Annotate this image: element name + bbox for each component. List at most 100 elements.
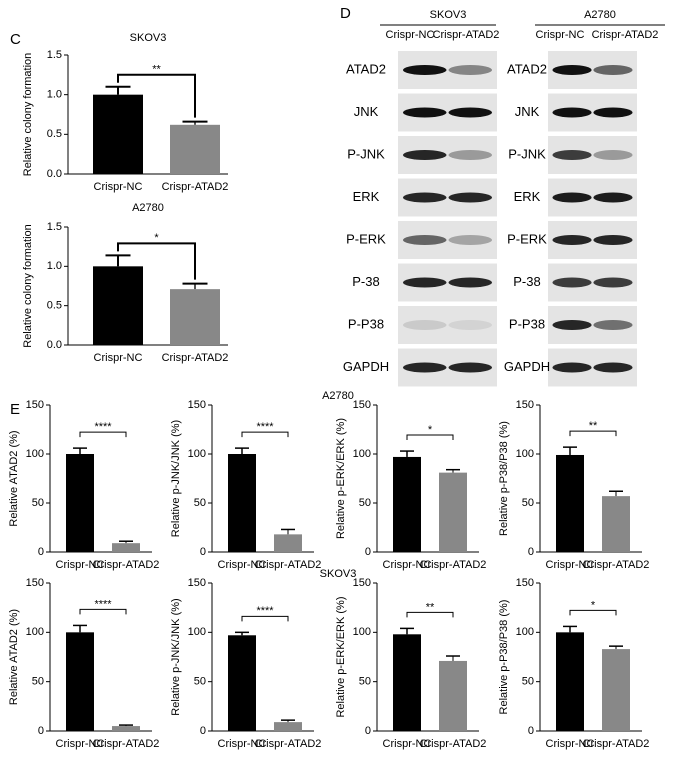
row-header: A2780 — [322, 390, 354, 402]
x-tick-label: Crispr-ATAD2 — [93, 738, 160, 750]
bar — [393, 634, 421, 731]
y-tick-label: 100 — [516, 448, 534, 460]
significance-label: * — [154, 232, 159, 244]
lane-label: Crispr-NC — [536, 29, 585, 41]
bar — [170, 124, 220, 174]
y-tick-label: 150 — [516, 399, 534, 411]
blot-row-label: P-JNK — [508, 146, 546, 161]
x-tick-label: Crispr-NC — [546, 738, 595, 750]
bar — [66, 632, 94, 731]
bar — [93, 266, 143, 345]
significance-label: **** — [94, 598, 112, 610]
significance-bracket — [241, 615, 289, 622]
y-axis-label: Relative p-JNK/JNK (%) — [170, 598, 182, 715]
bar — [393, 456, 421, 552]
y-tick-label: 150 — [516, 577, 534, 589]
significance-bracket — [241, 431, 289, 438]
panel-label: C — [10, 31, 21, 48]
x-tick-label: Crispr-NC — [383, 738, 432, 750]
significance-label: **** — [256, 605, 274, 617]
significance-bracket — [79, 608, 127, 615]
blot-row-label: P-38 — [352, 274, 379, 289]
significance-bracket — [406, 434, 454, 441]
blot-row-label: P-ERK — [507, 231, 547, 246]
significance-bracket — [406, 611, 454, 618]
bar — [170, 289, 220, 345]
x-tick-label: Crispr-ATAD2 — [255, 738, 322, 750]
blot-band — [593, 107, 633, 118]
y-tick-label: 100 — [26, 448, 44, 460]
significance-label: * — [428, 424, 433, 436]
y-axis-label: Relative p-JNK/JNK (%) — [170, 420, 182, 537]
y-tick-label: 0 — [200, 546, 206, 558]
y-axis-label: Relative p-P38/P38 (%) — [498, 600, 510, 715]
y-tick-label: 0.0 — [47, 168, 62, 180]
blot-band — [448, 362, 493, 373]
x-tick-label: Crispr-ATAD2 — [583, 738, 650, 750]
y-axis-label: Relative p-ERK/ERK (%) — [335, 418, 347, 539]
bar — [556, 632, 584, 731]
y-axis-label: Relative colony formation — [22, 224, 34, 348]
significance-label: ** — [589, 420, 598, 432]
blot-band — [448, 65, 493, 75]
y-tick-label: 0 — [365, 546, 371, 558]
y-axis-label: Relative colony formation — [22, 53, 34, 177]
blot-band — [552, 277, 592, 288]
y-tick-label: 100 — [516, 626, 534, 638]
y-tick-label: 150 — [353, 577, 371, 589]
y-tick-label: 100 — [188, 626, 206, 638]
x-tick-label: Crispr-NC — [94, 181, 143, 193]
blot-row-label: P-JNK — [347, 146, 385, 161]
blot-band — [448, 320, 493, 330]
y-tick-label: 100 — [26, 626, 44, 638]
significance-bracket — [117, 242, 196, 280]
blot-band — [593, 320, 633, 330]
blot-band — [448, 107, 493, 118]
x-tick-label: Crispr-ATAD2 — [93, 559, 160, 571]
blot-band — [448, 235, 493, 245]
y-tick-label: 50 — [194, 497, 206, 509]
blot-row-label: GAPDH — [504, 359, 550, 374]
blot-band — [402, 362, 447, 373]
blot-band — [402, 107, 447, 118]
y-tick-label: 150 — [26, 399, 44, 411]
blot-band — [552, 150, 592, 160]
blot-band — [593, 362, 633, 373]
x-tick-label: Crispr-NC — [218, 738, 267, 750]
y-tick-label: 0.5 — [47, 128, 62, 140]
x-tick-label: Crispr-NC — [546, 559, 595, 571]
y-tick-label: 50 — [359, 497, 371, 509]
lane-label: Crispr-NC — [386, 29, 435, 41]
y-tick-label: 50 — [32, 676, 44, 688]
blot-band — [552, 320, 592, 330]
bar — [93, 94, 143, 174]
y-tick-label: 0.0 — [47, 339, 62, 351]
y-tick-label: 50 — [32, 497, 44, 509]
blot-band — [402, 65, 447, 75]
y-tick-label: 0 — [528, 725, 534, 737]
blot-band — [552, 235, 592, 245]
blot-band — [402, 192, 447, 203]
bar — [112, 726, 140, 731]
blot-row-label: P-ERK — [346, 231, 386, 246]
x-tick-label: Crispr-NC — [56, 559, 105, 571]
significance-label: * — [591, 599, 596, 611]
bar — [228, 454, 256, 552]
blot-band — [448, 150, 493, 160]
blot-row-label: JNK — [515, 104, 540, 119]
x-tick-label: Crispr-ATAD2 — [162, 352, 229, 364]
y-tick-label: 0.5 — [47, 300, 62, 312]
blot-row-label: ATAD2 — [507, 61, 547, 76]
significance-label: ** — [152, 64, 161, 76]
blot-group-label: A2780 — [584, 9, 616, 21]
y-tick-label: 150 — [188, 399, 206, 411]
y-tick-label: 100 — [353, 626, 371, 638]
y-tick-label: 0 — [38, 546, 44, 558]
y-tick-label: 100 — [353, 448, 371, 460]
y-tick-label: 150 — [188, 577, 206, 589]
blot-band — [402, 277, 447, 288]
bar — [112, 543, 140, 552]
y-tick-label: 1.0 — [47, 260, 62, 272]
lane-label: Crispr-ATAD2 — [433, 29, 500, 41]
